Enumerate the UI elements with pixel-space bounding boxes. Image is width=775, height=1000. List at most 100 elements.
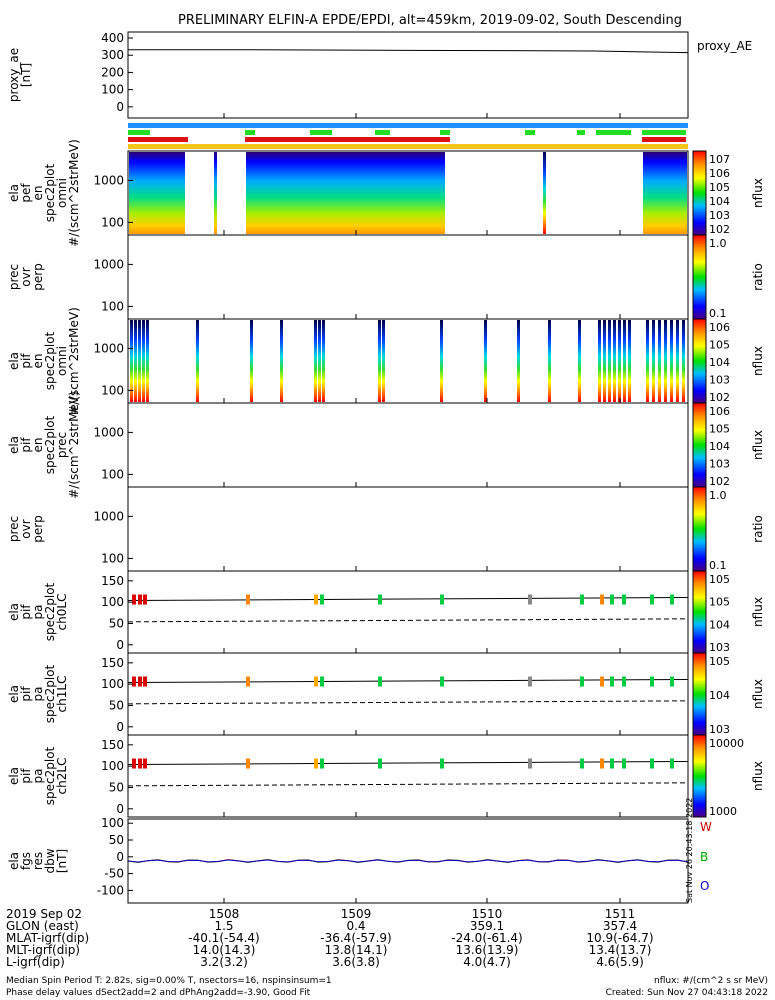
y-tick-label: 150	[101, 738, 124, 752]
y-axis-label: ch1LC	[55, 676, 69, 713]
pitch-angle-panels	[127, 594, 689, 787]
pa-mark	[622, 758, 626, 769]
red-bar-3	[642, 137, 686, 142]
cbar-pif-en	[692, 318, 707, 404]
pa-mark	[650, 758, 654, 769]
pa-mark	[143, 676, 147, 687]
colorbar-tick-label: 105	[709, 423, 730, 436]
pa-mark	[132, 594, 136, 605]
pa-mark	[138, 758, 142, 769]
proxy-ae-line	[128, 49, 689, 54]
colorbar-tick-label: 102	[709, 475, 730, 488]
pif-stripe	[682, 320, 685, 402]
pa-mark	[440, 758, 444, 769]
footer-row-value: 4.6(5.9)	[596, 955, 644, 969]
footer-row-label: MLAT-igrf(dip)	[6, 931, 89, 945]
y-axis-label: ela	[7, 352, 21, 370]
y-axis-label: en	[31, 354, 45, 369]
colorbar-title: nflux	[751, 178, 765, 208]
y-axis-label: omni	[55, 346, 69, 376]
figure-title: PRELIMINARY ELFIN-A EPDE/EPDI, alt=459km…	[178, 13, 682, 28]
pa-mark	[580, 676, 584, 687]
pa-solid-line	[127, 679, 689, 684]
y-axis-label: proxy_ae	[7, 48, 21, 102]
y-axis-label: ela	[7, 852, 21, 870]
y-axis-label: #/(scm^2strMeV)	[67, 307, 81, 415]
footer-row-value: 13.4(13.7)	[589, 943, 652, 957]
colorbar-title: nflux	[751, 597, 765, 627]
footer-row-value: 0.4	[346, 919, 365, 933]
y-tick-label: 100	[101, 467, 124, 481]
status-bars	[128, 123, 688, 149]
pef-stripe-1	[214, 152, 217, 234]
y-tick-label: 50	[109, 616, 124, 630]
footer-row-value: 1511	[605, 907, 636, 921]
colorbar-tick-label: 105	[709, 181, 730, 194]
pa-mark	[580, 758, 584, 769]
y-tick-label: 100	[101, 595, 124, 609]
colorbar-title: nflux	[751, 346, 765, 376]
pa-mark	[320, 594, 324, 605]
y-tick-label: 150	[101, 574, 124, 588]
y-tick-label: 100	[101, 551, 124, 565]
cbar-ch2	[692, 734, 707, 818]
y-axis-label: spec2plot	[43, 582, 57, 641]
colorbar-tick-label: 104	[709, 689, 730, 702]
pif-stripe	[382, 320, 385, 402]
y-axis-label: fgs	[19, 852, 33, 870]
pif-stripe	[314, 320, 317, 402]
colorbar-tick-label: 1000	[709, 805, 737, 818]
y-tick-label: 100	[101, 677, 124, 691]
panel-pef-ratio-frame	[127, 234, 689, 320]
pa-mark	[314, 676, 318, 687]
pif-stripe	[628, 320, 631, 402]
panel-ch1-frame	[127, 652, 689, 736]
colorbar-tick-label: 105	[709, 596, 730, 609]
colorbar-tick-label: 0.1	[709, 307, 727, 320]
colorbar-tick-label: 105	[709, 655, 730, 668]
colorbars	[692, 150, 707, 818]
y-axis-label: [nT]	[19, 63, 33, 87]
pif-stripe	[142, 320, 145, 402]
colorbar-tick-label: 106	[709, 167, 730, 180]
pif-stripe	[378, 320, 381, 402]
y-axis-label: pef	[19, 183, 33, 203]
pef-omni-spectrogram	[129, 152, 687, 234]
pa-mark	[138, 676, 142, 687]
yellow-bar	[128, 144, 688, 149]
green-bar-2	[245, 130, 255, 135]
colorbar-tick-label: 103	[709, 723, 730, 736]
b-component-label: B	[700, 850, 708, 864]
pa-mark	[622, 676, 626, 687]
y-tick-label: 100	[101, 383, 124, 397]
cbar-pif-ratio	[692, 486, 707, 572]
colorbar-tick-label: 102	[709, 391, 730, 404]
y-tick-label: 1000	[93, 257, 124, 271]
y-axis-label: res	[31, 852, 45, 870]
pif-stripe	[280, 320, 283, 402]
y-axis-label: pa	[31, 687, 45, 702]
colorbar-tick-label: 0.1	[709, 559, 727, 572]
y-tick-label: 50	[109, 833, 124, 847]
footer-row-value: 3.6(3.8)	[332, 955, 380, 969]
y-axis-label: ela	[7, 685, 21, 703]
green-bar-8	[596, 130, 631, 135]
pif-stripe	[658, 320, 661, 402]
y-tick-label: -100	[97, 883, 124, 897]
colorbar-tick-label: 102	[709, 223, 730, 236]
footer-row-value: 357.4	[603, 919, 637, 933]
pa-solid-line	[127, 761, 689, 766]
fgs-lines	[127, 858, 689, 864]
colorbar-tick-label: 1.0	[709, 237, 727, 250]
y-axis-label: en	[31, 186, 45, 201]
y-axis-label: spec2plot	[43, 163, 57, 222]
y-axis-label: prec	[7, 264, 21, 290]
y-tick-label: 1000	[93, 509, 124, 523]
pa-mark	[246, 594, 250, 605]
footer-row-value: 13.6(13.9)	[456, 943, 519, 957]
pif-stripe	[646, 320, 649, 402]
pa-mark	[600, 676, 604, 687]
x-axis-ticks	[223, 113, 621, 903]
pif-stripe	[196, 320, 199, 402]
pa-mark	[143, 594, 147, 605]
